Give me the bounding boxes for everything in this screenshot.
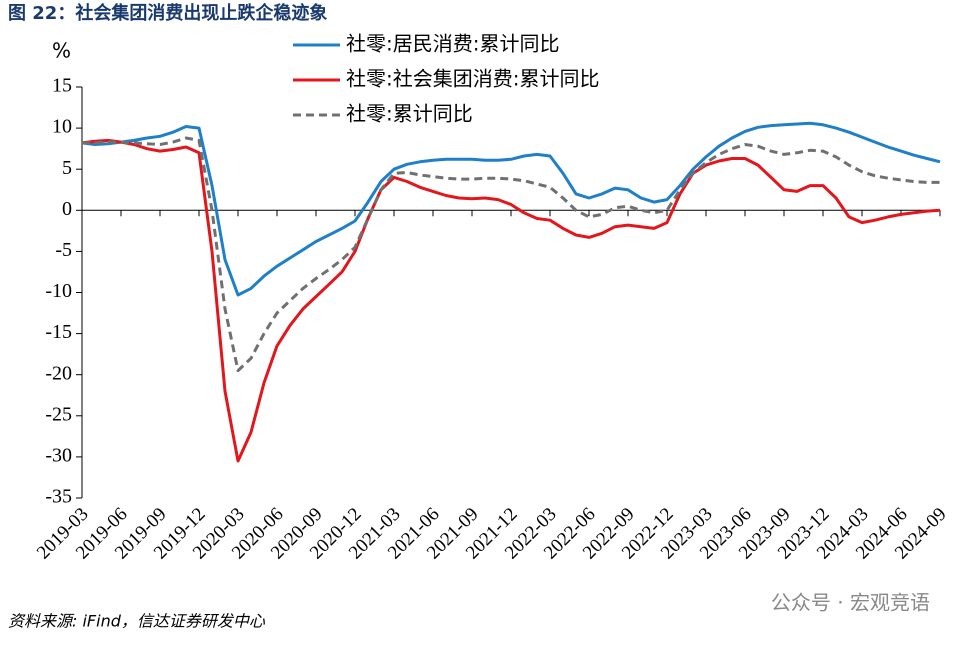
y-tick-label: -5 bbox=[55, 239, 72, 261]
y-tick-label: -30 bbox=[45, 444, 72, 466]
y-tick-label: -10 bbox=[45, 280, 72, 302]
series-line bbox=[81, 121, 941, 297]
series-line bbox=[81, 138, 941, 463]
y-tick-label: -20 bbox=[45, 362, 72, 384]
y-axis-label: % bbox=[52, 39, 71, 63]
y-tick-label: -35 bbox=[45, 486, 72, 508]
series-line bbox=[82, 136, 940, 373]
watermark: 公众号 · 宏观竞语 bbox=[771, 591, 930, 615]
chart-title: 图 22：社会集团消费出现止跌企稳迹象 bbox=[8, 2, 327, 24]
y-tick-label: 15 bbox=[52, 75, 72, 97]
legend-label: 社零:居民消费:累计同比 bbox=[346, 32, 559, 56]
y-tick-label: 10 bbox=[52, 116, 72, 138]
y-tick-label: -25 bbox=[45, 403, 72, 425]
legend-label: 社零:社会集团消费:累计同比 bbox=[346, 67, 599, 91]
y-tick-label: 5 bbox=[62, 157, 72, 179]
y-tick-label: 0 bbox=[62, 198, 72, 220]
y-tick-label: -15 bbox=[45, 321, 72, 343]
legend-label: 社零:累计同比 bbox=[346, 102, 473, 126]
source: 资料来源: iFind，信达证券研发中心 bbox=[8, 612, 266, 631]
